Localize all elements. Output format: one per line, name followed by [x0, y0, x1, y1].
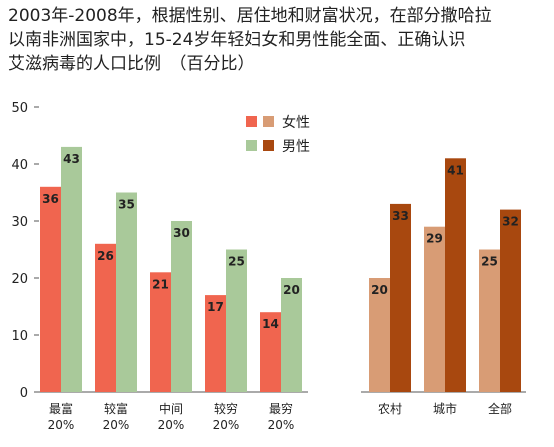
category-label-residence: 农村 [378, 402, 402, 416]
bar-residence-male [500, 209, 521, 392]
data-label-wealth-male: 43 [63, 152, 80, 166]
bar-wealth-male [281, 278, 302, 392]
data-label-wealth-female: 26 [97, 249, 114, 263]
data-label-wealth-male: 35 [118, 198, 135, 212]
data-label-residence-male: 33 [392, 209, 409, 223]
title-line-2: 以南非洲国家中，15-24岁年轻妇女和男性能全面、正确认识 [8, 30, 466, 50]
data-label-residence-female: 20 [371, 283, 388, 297]
category-label-wealth: 20% [48, 418, 75, 432]
data-label-wealth-male: 25 [228, 255, 245, 269]
bar-residence-female [424, 226, 445, 392]
title-line-1: 2003年-2008年，根据性别、居住地和财富状况，在部分撒哈拉 [8, 6, 492, 26]
data-label-residence-male: 32 [502, 215, 519, 229]
data-label-wealth-male: 30 [173, 226, 190, 240]
category-label-wealth: 20% [268, 418, 295, 432]
data-label-residence-female: 29 [426, 232, 443, 246]
bar-residence-male [445, 158, 466, 392]
bar-wealth-female [260, 312, 281, 392]
category-label-wealth: 中间 [159, 401, 183, 416]
data-label-wealth-female: 14 [262, 317, 279, 331]
legend-swatch-male-residence [263, 140, 274, 151]
bar-wealth-female [40, 186, 61, 392]
bar-wealth-female [205, 295, 226, 392]
y-tick-label: 0 [20, 386, 28, 401]
category-label-wealth: 20% [158, 418, 185, 432]
bar-residence-male [390, 203, 411, 392]
category-label-residence: 城市 [433, 401, 457, 416]
y-tick-label: 30 [11, 215, 28, 230]
bar-residence-female [369, 278, 390, 392]
y-tick-label: 20 [11, 272, 28, 287]
category-label-wealth: 最富 [49, 401, 73, 416]
legend-label-male: 男性 [282, 139, 310, 155]
category-label-wealth: 20% [103, 418, 130, 432]
legend-swatch-female-residence [263, 116, 274, 127]
category-label-wealth: 最穷 [269, 401, 293, 416]
legend-swatch-male-wealth [246, 140, 257, 151]
legend: 女性 男性 [246, 114, 310, 155]
bar-residence-female [479, 249, 500, 392]
category-label-residence: 全部 [488, 401, 512, 416]
category-label-wealth: 较富 [104, 401, 128, 416]
legend-swatch-female-wealth [246, 116, 257, 127]
category-label-wealth: 较穷 [214, 401, 238, 416]
data-label-wealth-female: 21 [152, 277, 169, 291]
y-tick-label: 50 [11, 101, 28, 116]
legend-label-female: 女性 [282, 114, 310, 131]
data-label-residence-female: 25 [481, 255, 498, 269]
data-label-residence-male: 41 [447, 163, 464, 177]
title-line-3: 艾滋病毒的人口比例 （百分比） [8, 54, 255, 74]
bar-wealth-male [226, 249, 247, 392]
bar-wealth-male [61, 146, 82, 392]
bar-wealth-male [116, 192, 137, 392]
y-tick-label: 40 [11, 158, 28, 173]
data-label-wealth-female: 36 [42, 192, 59, 206]
data-label-wealth-male: 20 [283, 283, 300, 297]
category-label-wealth: 20% [213, 418, 240, 432]
chart-title: 2003年-2008年，根据性别、居住地和财富状况，在部分撒哈拉 以南非洲国家中… [8, 4, 548, 76]
bar-wealth-female [150, 272, 171, 392]
y-tick-label: 10 [11, 329, 28, 344]
bar-wealth-male [171, 221, 192, 392]
bar-wealth-female [95, 243, 116, 392]
data-label-wealth-female: 17 [207, 300, 224, 314]
